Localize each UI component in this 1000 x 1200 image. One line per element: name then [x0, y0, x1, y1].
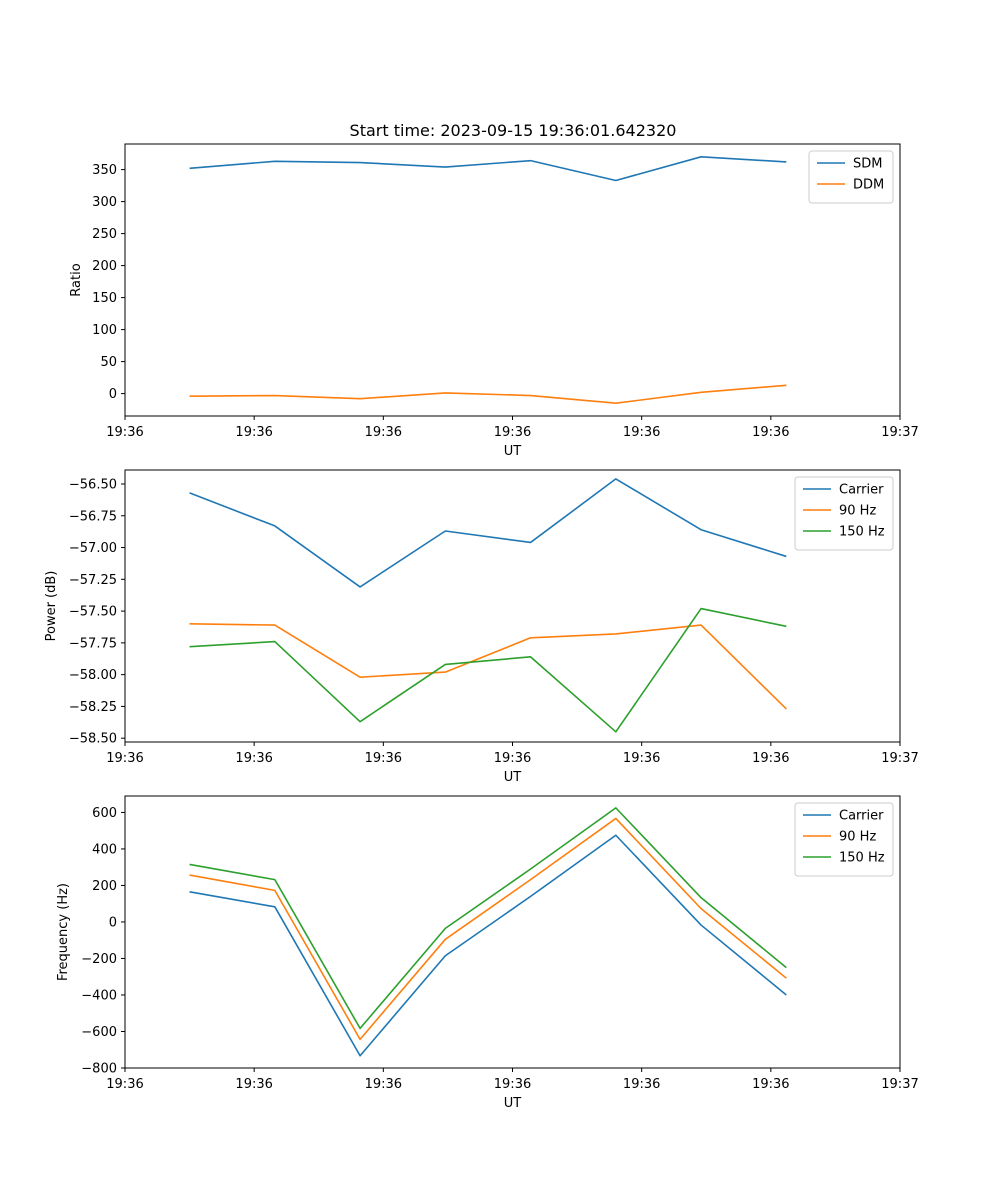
power-y-tick-label: −57.50 — [69, 605, 117, 620]
ratio-x-tick-label: 19:37 — [881, 425, 918, 440]
ratio-legend-label-ddm: DDM — [853, 178, 884, 193]
ratio-legend-label-sdm: SDM — [853, 157, 882, 172]
frequency-y-tick-label: 0 — [109, 915, 117, 930]
frequency-x-tick-label: 19:36 — [365, 1077, 402, 1092]
frequency-series-90-hz-line — [189, 817, 787, 1041]
ratio-x-tick-label: 19:36 — [752, 425, 789, 440]
power-panel: 19:36 19:36 19:36 19:36 19:36 19:36 19:37 −58.5… — [44, 469, 919, 785]
frequency-y-axis-label: Frequency (Hz) — [56, 883, 71, 981]
frequency-y-tick-label: −200 — [81, 952, 117, 967]
frequency-y-tick-label: −400 — [81, 988, 117, 1003]
ratio-x-tick-label: 19:36 — [494, 425, 531, 440]
frequency-y-tick-label: 600 — [92, 806, 117, 821]
power-y-tick-label: −56.50 — [69, 477, 117, 492]
figure-title: Start time: 2023-09-15 19:36:01.642320 — [350, 121, 677, 140]
frequency-y-tick-label: −600 — [81, 1025, 117, 1040]
ratio-x-axis-label: UT — [504, 444, 522, 459]
power-y-tick-label: −57.00 — [69, 541, 117, 556]
power-y-tick-label: −58.50 — [69, 732, 117, 747]
ratio-y-tick-label: 100 — [92, 323, 117, 338]
frequency-legend-label-150-hz: 150 Hz — [839, 851, 885, 866]
ratio-y-tick-label: 300 — [92, 195, 117, 210]
power-x-tick-label: 19:36 — [106, 751, 143, 766]
power-x-tick-label: 19:36 — [494, 751, 531, 766]
ratio-x-tick-label: 19:36 — [623, 425, 660, 440]
power-y-tick-label: −57.25 — [69, 573, 117, 588]
power-series-carrier-line — [189, 478, 787, 588]
frequency-x-tick-label: 19:36 — [106, 1077, 143, 1092]
frequency-y-tick-label: −800 — [81, 1062, 117, 1077]
frequency-y-tick-label: 200 — [92, 879, 117, 894]
ratio-series-sdm-line — [189, 156, 787, 182]
power-legend-label-carrier: Carrier — [839, 483, 884, 498]
frequency-x-axis-label: UT — [504, 1096, 522, 1111]
ratio-y-tick-label: 50 — [100, 355, 117, 370]
power-legend: Carrier 90 Hz 150 Hz — [794, 476, 894, 551]
frequency-series-carrier-line — [189, 834, 787, 1057]
frequency-legend-label-carrier: Carrier — [839, 809, 884, 824]
power-series-90-hz-line — [189, 622, 787, 710]
power-legend-label-150-hz: 150 Hz — [839, 525, 885, 540]
ratio-x-tick-label: 19:36 — [106, 425, 143, 440]
chart-panels: 19:36 19:36 19:36 19:36 19:36 19:36 19:37 0 50 10… — [44, 143, 919, 1111]
ratio-x-tick-label: 19:36 — [365, 425, 402, 440]
power-y-axis-label: Power (dB) — [44, 571, 59, 642]
frequency-legend: Carrier 90 Hz 150 Hz — [794, 802, 894, 877]
ratio-legend: SDM DDM — [808, 150, 894, 204]
ratio-y-tick-label: 0 — [109, 387, 117, 402]
ratio-panel: 19:36 19:36 19:36 19:36 19:36 19:36 19:37 0 50 10… — [69, 143, 919, 459]
frequency-y-tick-label: 400 — [92, 842, 117, 857]
ratio-legend-box — [808, 150, 894, 204]
power-legend-label-90-hz: 90 Hz — [839, 504, 876, 519]
ratio-series-ddm-line — [189, 384, 787, 405]
power-x-tick-label: 19:36 — [365, 751, 402, 766]
frequency-x-tick-label: 19:36 — [623, 1077, 660, 1092]
power-y-tick-label: −58.25 — [69, 700, 117, 715]
power-x-tick-label: 19:37 — [881, 751, 918, 766]
ratio-y-tick-label: 250 — [92, 227, 117, 242]
power-x-axis-label: UT — [504, 770, 522, 785]
frequency-panel: 19:36 19:36 19:36 19:36 19:36 19:36 19:37 −800 −… — [56, 795, 919, 1111]
ratio-y-tick-label: 350 — [92, 163, 117, 178]
power-y-tick-label: −56.75 — [69, 509, 117, 524]
frequency-x-tick-label: 19:37 — [881, 1077, 918, 1092]
frequency-x-tick-label: 19:36 — [752, 1077, 789, 1092]
power-x-tick-label: 19:36 — [752, 751, 789, 766]
frequency-legend-label-90-hz: 90 Hz — [839, 830, 876, 845]
ratio-y-tick-label: 200 — [92, 259, 117, 274]
power-series-150-hz-line — [189, 607, 787, 733]
ratio-y-tick-label: 150 — [92, 291, 117, 306]
power-x-tick-label: 19:36 — [623, 751, 660, 766]
frequency-x-tick-label: 19:36 — [494, 1077, 531, 1092]
power-y-tick-label: −57.75 — [69, 636, 117, 651]
power-y-tick-label: −58.00 — [69, 668, 117, 683]
frequency-x-tick-label: 19:36 — [235, 1077, 272, 1092]
power-x-tick-label: 19:36 — [235, 751, 272, 766]
ratio-x-tick-label: 19:36 — [235, 425, 272, 440]
ratio-y-axis-label: Ratio — [69, 263, 84, 296]
frequency-series-150-hz-line — [189, 807, 787, 1030]
